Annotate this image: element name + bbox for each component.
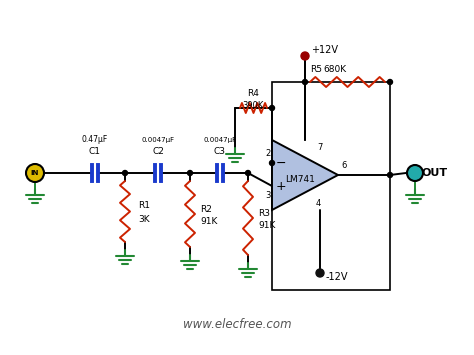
- Text: 91K: 91K: [258, 222, 275, 230]
- Text: −: −: [276, 157, 286, 169]
- Circle shape: [270, 105, 274, 110]
- Text: C2: C2: [152, 147, 164, 155]
- Text: R4: R4: [247, 89, 259, 98]
- Text: +: +: [276, 180, 286, 192]
- Text: LM741: LM741: [285, 175, 315, 184]
- Text: www.elecfree.com: www.elecfree.com: [182, 318, 292, 332]
- Text: 0.47μF: 0.47μF: [82, 136, 108, 144]
- Text: 0.0047μF: 0.0047μF: [203, 137, 237, 143]
- Text: +12V: +12V: [311, 45, 338, 55]
- Circle shape: [388, 173, 392, 178]
- Text: IN: IN: [31, 170, 39, 176]
- Bar: [272, 82, 390, 290]
- Circle shape: [301, 52, 309, 60]
- Text: -12V: -12V: [326, 272, 348, 282]
- Text: R3: R3: [258, 208, 270, 218]
- Text: C3: C3: [214, 147, 226, 155]
- Text: R1: R1: [138, 202, 150, 211]
- Circle shape: [26, 164, 44, 182]
- Text: 2: 2: [265, 149, 271, 158]
- Text: 3K: 3K: [138, 214, 150, 224]
- Text: 7: 7: [317, 143, 323, 153]
- Circle shape: [270, 160, 274, 165]
- Text: 91K: 91K: [200, 218, 218, 226]
- Circle shape: [388, 80, 392, 84]
- Circle shape: [246, 170, 250, 175]
- Circle shape: [407, 165, 423, 181]
- Text: C1: C1: [89, 147, 101, 155]
- Polygon shape: [272, 140, 338, 210]
- Circle shape: [122, 170, 128, 175]
- Text: 0.0047μF: 0.0047μF: [141, 137, 174, 143]
- Text: OUT: OUT: [422, 168, 448, 178]
- Text: 6: 6: [341, 162, 346, 170]
- Text: R2: R2: [200, 204, 212, 213]
- Text: 390K: 390K: [242, 100, 264, 109]
- Text: 680K: 680K: [323, 65, 346, 73]
- Text: 3: 3: [265, 191, 271, 201]
- Circle shape: [188, 170, 192, 175]
- Text: R5: R5: [310, 65, 322, 73]
- Text: 4: 4: [315, 198, 320, 208]
- Circle shape: [302, 80, 308, 84]
- Circle shape: [316, 269, 324, 277]
